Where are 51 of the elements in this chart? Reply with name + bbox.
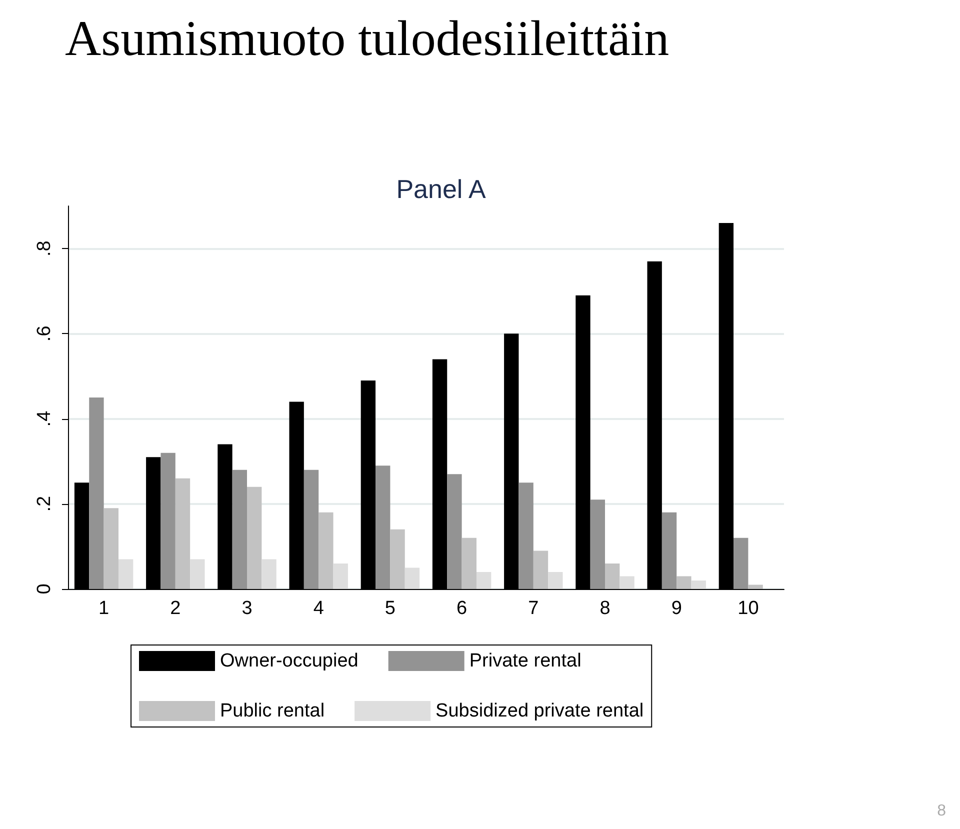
bar [533,550,548,589]
bar [318,512,334,589]
bar [262,559,276,589]
legend-label: Subsidized private rental [436,700,644,722]
y-tick-label: .4 [34,410,55,427]
x-tick-label: 3 [242,598,252,619]
bar [518,482,534,589]
x-tick-label: 9 [671,598,682,619]
x-tick-label: 6 [456,598,468,619]
bar [676,576,692,589]
x-tick-label: 10 [738,598,759,619]
legend-label: Public rental [220,700,325,722]
bar [548,572,563,589]
y-tick-label: .8 [34,240,55,256]
bar [476,572,492,589]
y-tick-label: .6 [34,326,55,342]
bar [376,466,390,589]
legend-label: Owner-occupied [220,650,358,672]
bar [160,452,176,589]
x-tick-label: 2 [170,598,181,619]
bar [247,486,262,589]
y-tick-label: .2 [34,496,55,512]
bar [691,580,706,589]
bar [447,474,462,589]
bar [748,584,763,589]
bar [118,559,134,589]
bar [605,563,620,589]
bar [662,512,677,589]
x-tick-label: 7 [528,598,539,619]
bar [620,576,634,589]
x-tick-label: 5 [384,598,396,619]
bar [590,500,605,589]
y-tick-label: 0 [34,584,55,594]
chart-subtitle: Panel A [396,174,486,204]
bar [175,478,190,589]
bar [89,398,104,589]
bar [304,470,319,589]
x-tick-label: 1 [98,598,110,619]
bar [232,470,247,589]
bar [190,559,205,589]
bar [333,563,348,589]
legend-label: Private rental [469,650,582,672]
bar [734,538,748,589]
text: 8 [937,802,946,820]
bar [462,538,476,589]
x-tick-label: 4 [313,598,324,619]
bar [390,529,405,589]
x-tick-label: 8 [600,598,610,619]
bar [104,508,118,589]
bar [404,568,420,589]
chart-title: Asumismuoto tulodesiileittäin [65,10,670,66]
